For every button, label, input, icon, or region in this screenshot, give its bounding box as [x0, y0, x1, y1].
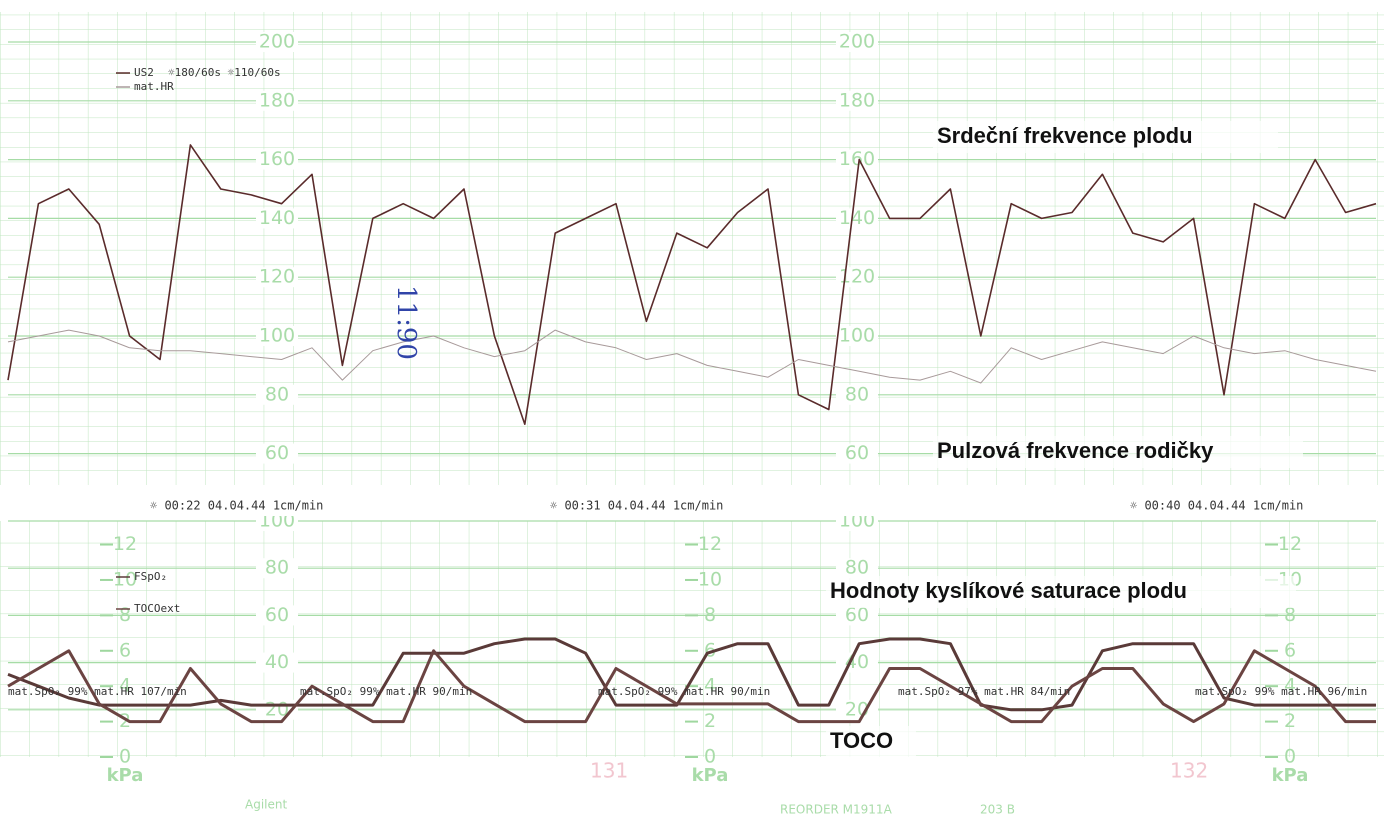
tick-bg [256, 149, 298, 170]
y-tick-label: 120 [839, 266, 875, 288]
y-tick-label: 160 [839, 148, 875, 170]
tick-bg [836, 443, 878, 464]
maternal-box: mat.SpO₂ 99% mat.HR 90/min [300, 685, 472, 698]
tick-bg [836, 32, 878, 52]
annotation-bg [933, 121, 1278, 153]
status-bar [0, 492, 1384, 516]
tick-bg [836, 605, 878, 626]
y-tick-label: 100 [839, 325, 875, 347]
annotation: Pulzová frekvence rodičky [937, 438, 1214, 463]
axis-unit: kPa [692, 765, 729, 786]
footer-text: REORDER M1911A [780, 803, 893, 817]
trace [7, 329, 1377, 384]
legend-label: FSpO₂ [134, 570, 167, 583]
y-tick-label: 200 [839, 31, 875, 53]
tick-bg [256, 652, 298, 673]
scale-note: ☼180/60s ☼110/60s [168, 66, 281, 79]
y-tick-label: 60 [845, 604, 869, 626]
y2-tick-label: 4 [704, 675, 716, 697]
maternal-box: mat.SpO₂ 99% mat.HR 107/min [8, 685, 187, 698]
tick-bg [256, 443, 298, 464]
y2-tick-label: 8 [119, 604, 131, 626]
y-tick-label: 40 [845, 651, 869, 673]
y2-tick-label: 4 [119, 675, 131, 697]
tick-bg [836, 558, 878, 579]
annotation: Hodnoty kyslíkové saturace plodu [830, 578, 1187, 603]
tick-bg [836, 384, 878, 405]
status-text: ☼ 00:31 04.04.44 1cm/min [550, 499, 723, 513]
legend-label: mat.HR [134, 80, 174, 93]
y-tick-label: 60 [265, 442, 289, 464]
legend-label: TOCOext [134, 602, 180, 615]
y-tick-label: 200 [259, 31, 295, 53]
footer-text: 203 B [980, 803, 1015, 817]
y2-tick-label: 6 [119, 639, 131, 661]
tick-bg [256, 90, 298, 111]
tick-bg [836, 208, 878, 229]
y-tick-label: 80 [845, 383, 869, 405]
tick-bg [256, 605, 298, 626]
y-tick-label: 60 [265, 604, 289, 626]
status-text: ☼ 00:22 04.04.44 1cm/min [150, 499, 323, 513]
footer-text: Agilent [245, 798, 287, 812]
tick-bg [836, 90, 878, 111]
tick-bg [256, 558, 298, 579]
grid-upper [0, 12, 1384, 485]
y2-tick-label: 0 [1284, 746, 1296, 768]
legend-label: US2 [134, 66, 154, 79]
axis-unit: kPa [107, 765, 144, 786]
annotation-bg [826, 726, 916, 758]
y2-tick-label: 10 [698, 568, 722, 590]
y-tick-label: 180 [839, 89, 875, 111]
annotation-bg [826, 576, 1296, 608]
tick-bg [256, 208, 298, 229]
status-text: ☼ 00:40 04.04.44 1cm/min [1130, 499, 1303, 513]
y2-tick-label: 8 [704, 604, 716, 626]
annotation-bg [933, 436, 1303, 468]
y2-tick-label: 2 [704, 710, 716, 732]
trace [7, 144, 1377, 425]
annotation: TOCO [830, 728, 893, 753]
y-tick-label: 160 [259, 148, 295, 170]
y-tick-label: 80 [265, 557, 289, 579]
y-tick-label: 100 [259, 325, 295, 347]
maternal-box: mat.SpO₂ 99% mat.HR 96/min [1195, 685, 1367, 698]
axis-unit: kPa [1272, 765, 1309, 786]
y-tick-label: 60 [845, 442, 869, 464]
y2-tick-label: 12 [113, 533, 137, 555]
annotation: Srdeční frekvence plodu [937, 123, 1193, 148]
y-tick-label: 140 [259, 207, 295, 229]
grid-lower [0, 521, 1384, 757]
y2-tick-label: 0 [704, 746, 716, 768]
handwritten-note: 11:90 [391, 285, 421, 360]
tick-bg [836, 149, 878, 170]
y-tick-label: 180 [259, 89, 295, 111]
y-tick-label: 140 [839, 207, 875, 229]
tick-bg [256, 326, 298, 346]
y2-tick-label: 2 [1284, 710, 1296, 732]
y2-tick-label: 12 [1278, 533, 1302, 555]
y2-tick-label: 6 [1284, 639, 1296, 661]
trace [7, 649, 1376, 724]
y2-tick-label: 0 [119, 746, 131, 768]
y2-tick-label: 10 [113, 568, 137, 590]
page-number: 131 [590, 759, 628, 783]
y-tick-label: 120 [259, 266, 295, 288]
maternal-box: mat.SpO₂ 99% mat.HR 90/min [598, 685, 770, 698]
maternal-box: mat.SpO₂ 97% mat.HR 84/min [898, 685, 1070, 698]
y2-tick-label: 8 [1284, 604, 1296, 626]
tick-bg [256, 384, 298, 405]
y2-tick-label: 4 [1284, 675, 1296, 697]
page-number: 132 [1170, 759, 1208, 783]
y-tick-label: 80 [265, 383, 289, 405]
trace [7, 637, 1376, 712]
y2-tick-label: 12 [698, 533, 722, 555]
tick-bg [256, 267, 298, 288]
y-tick-label: 80 [845, 557, 869, 579]
tick-bg [256, 32, 298, 52]
tick-bg [836, 326, 878, 346]
y-tick-label: 40 [265, 651, 289, 673]
tick-bg [836, 267, 878, 288]
